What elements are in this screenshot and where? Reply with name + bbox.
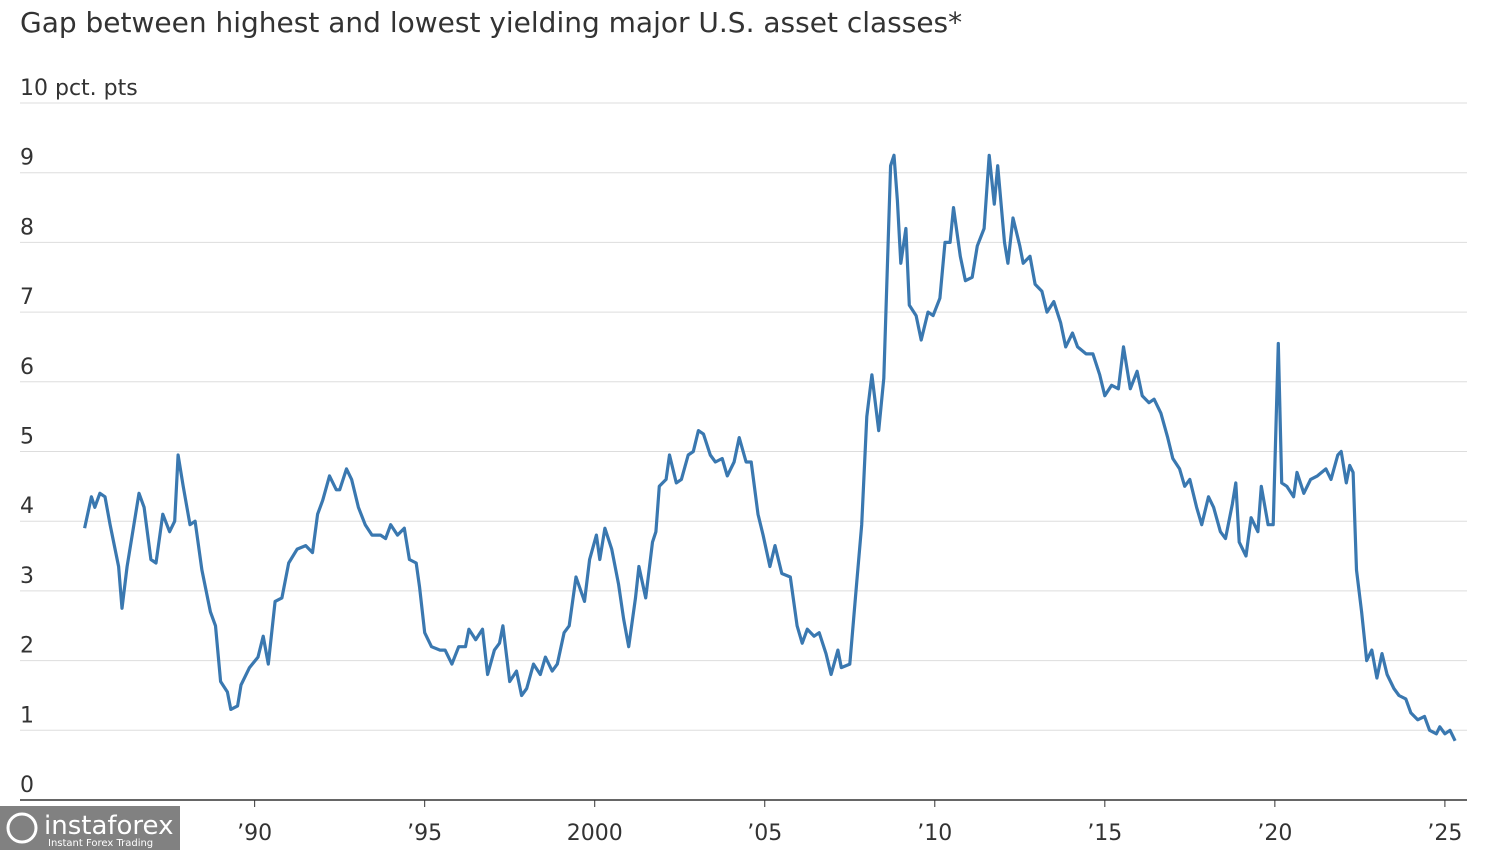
x-tick-label: ’05 xyxy=(747,821,782,846)
y-tick-label: 9 xyxy=(20,146,34,171)
x-tick-label: ’25 xyxy=(1427,821,1462,846)
y-tick-label: 8 xyxy=(20,215,34,240)
y-tick-label: 4 xyxy=(20,494,34,519)
data-line xyxy=(83,153,1457,742)
y-tick-label: 0 xyxy=(20,773,34,798)
x-tick-label: ’95 xyxy=(407,821,442,846)
y-tick-label: 2 xyxy=(20,634,34,659)
y-tick-label: 7 xyxy=(20,285,34,310)
x-tick-label: ’15 xyxy=(1087,821,1122,846)
watermark-brand: instaforex xyxy=(44,811,173,841)
chart-title: Gap between highest and lowest yielding … xyxy=(20,6,962,39)
y-tick-label: 6 xyxy=(20,355,34,380)
x-tick-label: ’20 xyxy=(1257,821,1292,846)
y-tick-label: 3 xyxy=(20,564,34,589)
x-tick-label: ’90 xyxy=(237,821,272,846)
x-tick-label: 2000 xyxy=(567,821,623,846)
watermark-tagline: Instant Forex Trading xyxy=(48,838,153,849)
y-tick-label: 1 xyxy=(20,703,34,728)
watermark-logo xyxy=(6,812,38,844)
watermark-box xyxy=(0,806,180,850)
x-tick-label: ’10 xyxy=(917,821,952,846)
y-tick-label: 10 pct. pts xyxy=(20,76,138,101)
y-tick-label: 5 xyxy=(20,425,34,450)
